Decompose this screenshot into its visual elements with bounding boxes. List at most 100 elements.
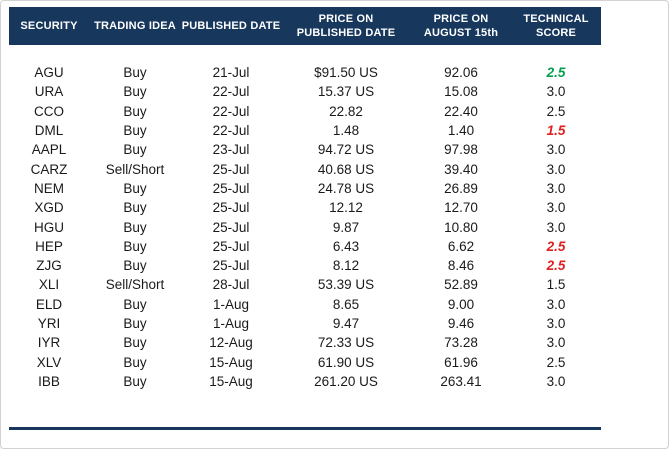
col-header-price-aug15-line2: AUGUST 15th (423, 27, 499, 39)
cell-price-aug15: 15.08 (444, 84, 478, 100)
cell-published-date: 22-Jul (212, 84, 250, 100)
cell-security: DML (34, 123, 64, 139)
cell-security: CCO (34, 103, 64, 119)
cell-technical-score: 3.0 (546, 180, 566, 196)
cell-trading-idea: Buy (123, 142, 147, 158)
cell-price-published: 261.20 US (314, 373, 378, 389)
cell-technical-score: 3.0 (546, 84, 566, 100)
cell-price-aug15: 22.40 (444, 103, 478, 119)
col-header-price-aug15-line1: PRICE ON (433, 13, 489, 25)
cell-trading-idea: Buy (123, 316, 147, 331)
cell-trading-idea: Buy (123, 65, 147, 81)
cell-price-published: 24.78 US (317, 180, 375, 196)
table-bottom-border (9, 427, 601, 431)
cell-price-published: 6.43 (332, 238, 360, 254)
cell-trading-idea: Buy (123, 354, 147, 370)
cell-price-published: 9.47 (332, 316, 360, 331)
col-header-security: SECURITY (9, 7, 89, 45)
cell-security: IBB (38, 373, 60, 389)
cell-trading-idea: Buy (123, 123, 147, 139)
col-header-technical-score: TECHNICAL SCORE (511, 7, 601, 45)
cell-security: HGU (34, 219, 64, 235)
cell-published-date: 12-Aug (209, 335, 253, 351)
cell-trading-idea: Buy (123, 238, 147, 254)
cell-price-aug15: 8.46 (447, 258, 475, 274)
table-row: URA Buy 22-Jul 15.37 US 15.08 3.0 (9, 82, 601, 101)
cell-technical-score: 3.0 (546, 316, 566, 331)
cell-security: CARZ (30, 161, 68, 177)
cell-published-date: 22-Jul (212, 103, 250, 119)
cell-price-aug15: 1.40 (447, 123, 475, 139)
col-header-published-date: PUBLISHED DATE (181, 7, 281, 45)
table-row: AAPL Buy 23-Jul 94.72 US 97.98 3.0 (9, 140, 601, 159)
cell-security: XLV (36, 354, 62, 370)
cell-published-date: 25-Jul (212, 200, 250, 216)
table-row: CARZ Sell/Short 25-Jul 40.68 US 39.40 3.0 (9, 159, 601, 178)
cell-price-aug15: 12.70 (444, 200, 478, 216)
header-body-gap (9, 45, 601, 63)
cell-price-aug15: 52.89 (444, 277, 478, 293)
cell-published-date: 25-Jul (212, 180, 250, 196)
col-header-trading-idea: TRADING IDEA (89, 7, 181, 45)
cell-published-date: 23-Jul (212, 142, 250, 158)
cell-technical-score: 2.5 (546, 65, 566, 81)
cell-technical-score: 2.5 (546, 103, 566, 119)
cell-technical-score: 3.0 (546, 373, 566, 389)
col-header-published-date-label: PUBLISHED DATE (181, 20, 281, 32)
table-header: SECURITY TRADING IDEA PUBLISHED DATE PRI… (9, 7, 601, 45)
cell-published-date: 22-Jul (212, 123, 250, 139)
table-row: CCO Buy 22-Jul 22.82 22.40 2.5 (9, 102, 601, 121)
cell-trading-idea: Sell/Short (105, 277, 165, 293)
cell-security: ZJG (36, 258, 62, 274)
cell-technical-score: 3.0 (546, 200, 566, 216)
table-row: IYR Buy 12-Aug 72.33 US 73.28 3.0 (9, 333, 601, 352)
cell-price-aug15: 6.62 (447, 238, 475, 254)
cell-price-aug15: 39.40 (444, 161, 478, 177)
cell-price-published: 1.48 (332, 123, 360, 139)
table-row: IBB Buy 15-Aug 261.20 US 263.41 3.0 (9, 372, 601, 391)
cell-price-published: $91.50 US (314, 65, 378, 81)
cell-technical-score: 3.0 (546, 335, 566, 351)
cell-price-published: 22.82 (329, 103, 363, 119)
table-row: ZJG Buy 25-Jul 8.12 8.46 2.5 (9, 256, 601, 275)
cell-published-date: 1-Aug (212, 296, 250, 312)
cell-published-date: 21-Jul (212, 65, 250, 81)
table-row: HEP Buy 25-Jul 6.43 6.62 2.5 (9, 237, 601, 256)
cell-published-date: 28-Jul (212, 277, 250, 293)
cell-security: ELD (35, 296, 63, 312)
cell-published-date: 25-Jul (212, 238, 250, 254)
table-row: YRI Buy 1-Aug 9.47 9.46 3.0 (9, 314, 601, 333)
cell-trading-idea: Buy (123, 258, 147, 274)
cell-technical-score: 3.0 (546, 219, 566, 235)
table-row: XGD Buy 25-Jul 12.12 12.70 3.0 (9, 198, 601, 217)
cell-price-published: 8.65 (332, 296, 360, 312)
cell-trading-idea: Buy (123, 103, 147, 119)
cell-technical-score: 2.5 (546, 354, 566, 370)
table-body: AGU Buy 21-Jul $91.50 US 92.06 2.5 URA Buy 22-Ju… (9, 63, 601, 391)
cell-security: YRI (37, 316, 61, 331)
cell-trading-idea: Sell/Short (105, 161, 165, 177)
col-header-price-aug15: PRICE ON AUGUST 15th (411, 7, 511, 45)
cell-published-date: 15-Aug (209, 373, 253, 389)
table-row: HGU Buy 25-Jul 9.87 10.80 3.0 (9, 217, 601, 236)
table-row: AGU Buy 21-Jul $91.50 US 92.06 2.5 (9, 63, 601, 82)
cell-price-published: 94.72 US (317, 142, 375, 158)
cell-published-date: 25-Jul (212, 219, 250, 235)
cell-price-published: 72.33 US (317, 335, 375, 351)
cell-trading-idea: Buy (123, 219, 147, 235)
cell-price-aug15: 10.80 (444, 219, 478, 235)
cell-published-date: 25-Jul (212, 258, 250, 274)
cell-trading-idea: Buy (123, 200, 147, 216)
cell-price-aug15: 9.00 (447, 296, 475, 312)
cell-price-aug15: 92.06 (444, 65, 478, 81)
col-header-price-published-line1: PRICE ON (318, 13, 374, 25)
cell-technical-score: 2.5 (546, 258, 566, 274)
cell-security: HEP (35, 238, 63, 254)
cell-price-aug15: 26.89 (444, 180, 478, 196)
cell-trading-idea: Buy (123, 296, 147, 312)
cell-published-date: 15-Aug (209, 354, 253, 370)
table-row: XLV Buy 15-Aug 61.90 US 61.96 2.5 (9, 352, 601, 371)
cell-security: AGU (34, 65, 64, 81)
cell-price-aug15: 263.41 (440, 373, 482, 389)
